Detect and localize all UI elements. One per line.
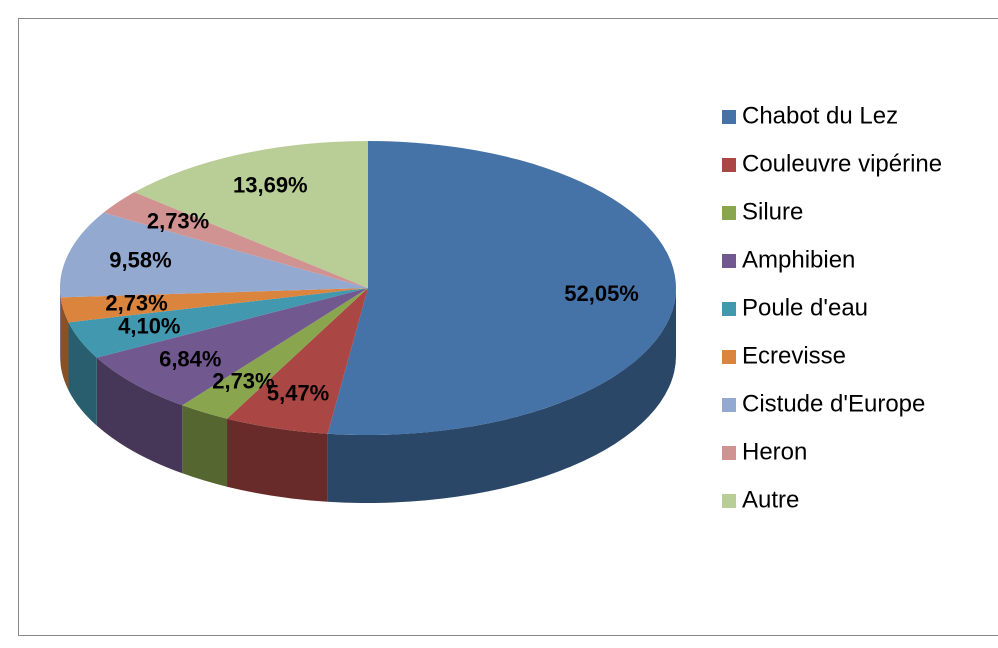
pie-slice-side — [227, 418, 328, 502]
data-label: 2,73% — [147, 209, 209, 234]
legend-swatch — [722, 494, 736, 508]
legend-label: Ecrevisse — [742, 342, 846, 369]
data-label: 4,10% — [118, 314, 180, 339]
pie-slice — [68, 288, 369, 358]
legend-swatch — [722, 206, 736, 220]
legend-swatch — [722, 110, 736, 124]
pie-slice-side — [60, 297, 69, 391]
pie-slice-side — [327, 288, 676, 503]
data-label: 2,73% — [105, 291, 167, 316]
data-label: 9,58% — [109, 248, 171, 273]
legend-swatch — [722, 158, 736, 172]
legend-label: Chabot du Lez — [742, 102, 898, 129]
pie-slice — [60, 212, 369, 298]
legend-label: Cistude d'Europe — [742, 390, 925, 417]
data-label: 5,47% — [267, 380, 329, 405]
pie-slice — [96, 288, 368, 406]
legend-swatch — [722, 350, 736, 364]
pie-slice — [134, 141, 368, 288]
legend-swatch — [722, 254, 736, 268]
data-label: 13,69% — [233, 172, 308, 197]
pie-slice — [327, 141, 676, 435]
pie-slice — [103, 192, 368, 288]
legend-label: Autre — [742, 486, 799, 513]
legend-swatch — [722, 302, 736, 316]
data-label: 2,73% — [212, 368, 274, 393]
data-label: 6,84% — [159, 347, 221, 372]
legend-label: Couleuvre vipérine — [742, 150, 942, 177]
data-label: 52,05% — [564, 281, 639, 306]
pie-slice — [182, 288, 368, 419]
pie-slice-side — [68, 322, 97, 426]
legend-label: Poule d'eau — [742, 294, 868, 321]
legend-label: Heron — [742, 438, 807, 465]
pie-slice-side — [96, 357, 183, 474]
pie-slice-side — [60, 288, 61, 366]
pie-slice — [60, 288, 368, 323]
legend-label: Amphibien — [742, 246, 855, 273]
pie-slice-side — [182, 405, 228, 487]
legend-label: Silure — [742, 198, 803, 225]
legend-swatch — [722, 446, 736, 460]
legend-swatch — [722, 398, 736, 412]
pie-slice — [227, 288, 368, 434]
